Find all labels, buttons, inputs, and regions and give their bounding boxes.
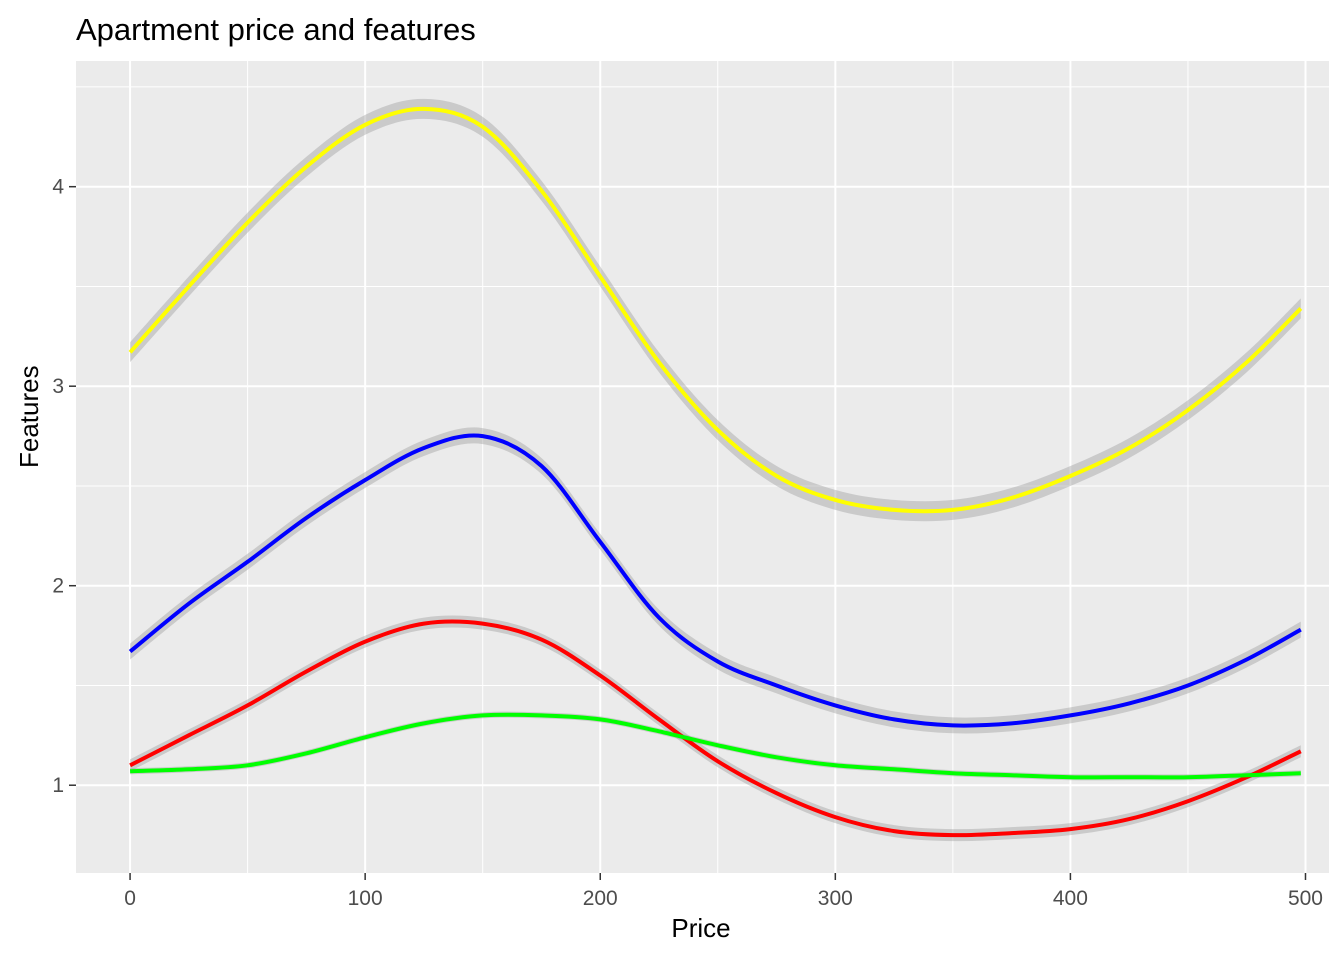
x-tick-label: 400 <box>1053 887 1088 910</box>
y-tick-label: 4 <box>52 176 64 199</box>
series-1-line <box>128 106 1303 514</box>
y-tick-label: 3 <box>52 375 64 398</box>
series-2-line <box>128 433 1302 728</box>
chart-title: Apartment price and features <box>76 12 476 47</box>
panel-background <box>76 61 1329 873</box>
x-tick-label: 300 <box>818 887 853 910</box>
x-axis-label: Price <box>671 913 731 943</box>
x-tick-label: 500 <box>1288 887 1323 910</box>
x-tick-label: 0 <box>124 887 136 910</box>
y-axis-label: Features <box>14 365 44 468</box>
y-tick-label: 1 <box>52 774 64 797</box>
series-4-line <box>130 712 1301 780</box>
y-tick-label: 2 <box>52 575 64 598</box>
x-tick-label: 200 <box>583 887 618 910</box>
series-3-line <box>129 619 1302 838</box>
series-1-confidence-band <box>130 98 1301 522</box>
x-tick-label: 100 <box>348 887 383 910</box>
